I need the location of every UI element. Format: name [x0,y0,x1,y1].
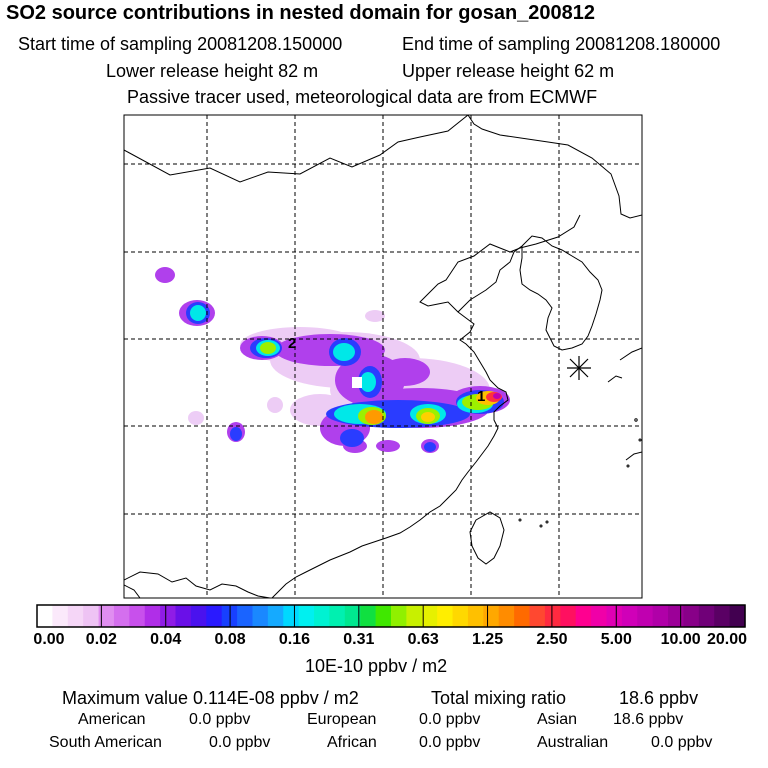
colorbar-cell [637,605,654,627]
region-name-european: European [307,711,377,728]
colorbar-cell [391,605,407,627]
colorbar-unit: 10E-10 ppbv / m2 [305,656,448,676]
colorbar-cell [591,605,608,627]
end-time-label: End time of sampling 20081208.180000 [402,34,721,54]
colorbar-cell [498,605,515,627]
region-value-european: 0.0 ppbv [419,711,481,728]
colorbar-frame [36,604,746,628]
colorbar-cell [83,605,100,627]
source-marker-1: 1 [477,388,485,405]
colorbar-cell [467,605,484,627]
plume-gap [352,377,362,388]
colorbar-cell [160,605,177,627]
colorbar-cell [698,605,715,627]
region-value-asian: 18.6 ppbv [613,711,684,728]
colorbar-cell [575,605,592,627]
colorbar-cell [514,605,531,627]
colorbar-cell [606,605,623,627]
colorbar-cell [67,605,84,627]
colorbar-cell [668,605,685,627]
colorbar-cell [52,605,69,627]
colorbar-cell [344,605,361,627]
region-value-african: 0.0 ppbv [419,734,481,751]
colorbar-cell [729,605,746,627]
colorbar-cell [437,605,454,627]
colorbar-cell [375,605,392,627]
colorbar-tick-label: 0.31 [343,631,375,648]
total-mixing-value: 18.6 ppbv [619,688,699,708]
max-value-label: Maximum value 0.114E-08 ppbv / m2 [62,688,359,708]
map-title: SO2 source contributions in nested domai… [6,2,596,24]
map-frame [123,114,643,599]
coastlines [124,115,642,598]
colorbar-cell [267,605,284,627]
colorbar-cell [98,605,115,627]
colorbar-cell [298,605,315,627]
colorbar-tick-label: 0.02 [85,631,117,648]
region-name-south-american: South American [49,734,162,751]
colorbar-tick-label: 2.50 [536,631,568,648]
colorbar-cell [129,605,146,627]
colorbar-cell [529,605,546,627]
colorbar-tick-label: 5.00 [600,631,632,648]
colorbar-cell [190,605,207,627]
colorbar-cell [329,605,346,627]
colorbar-cell [544,605,561,627]
colorbar-cell [683,605,700,627]
colorbar-tick-label: 0.04 [150,631,182,648]
colorbar-cell [714,605,731,627]
colorbar-cell [421,605,438,627]
colorbar-cell [252,605,269,627]
colorbar-tick-label: 0.16 [278,631,311,648]
colorbar-cell [113,605,130,627]
colorbar-tick-label: 0.63 [407,631,439,648]
colorbar-cell [175,605,192,627]
colorbar-cell [652,605,669,627]
region-name-australian: Australian [537,734,609,751]
region-value-south-american: 0.0 ppbv [209,734,271,751]
colorbar-cell [237,605,254,627]
colorbar-cell [314,605,331,627]
source-marker-2: 2 [288,335,296,352]
start-time-label: Start time of sampling 20081208.150000 [18,34,343,54]
plume-core [365,391,502,424]
colorbar-tick-label: 10.00 [660,631,701,648]
colorbar-cell [360,605,377,627]
upper-release-height-label: Upper release height 62 m [402,61,615,81]
receptor-star-icon [567,356,591,380]
colorbar-tick-label: 20.00 [706,631,748,648]
colorbar-cell [621,605,638,627]
region-name-american: American [78,711,146,728]
region-name-african: African [327,734,377,751]
colorbar-cell [144,605,161,627]
colorbar-cell [483,605,500,627]
region-name-asian: Asian [537,711,578,728]
colorbar-cell [283,605,300,627]
colorbar-cell [206,605,223,627]
colorbar-cell [406,605,423,627]
colorbar-cell [560,605,577,627]
region-value-american: 0.0 ppbv [189,711,251,728]
colorbar-tick-label: 1.25 [471,631,504,648]
lower-release-height-label: Lower release height 82 m [106,61,319,81]
gridlines [124,115,642,598]
colorbar-tick-label: 0.00 [33,631,65,648]
colorbar-cell [452,605,469,627]
colorbar-tick-label: 0.08 [214,631,246,648]
region-value-australian: 0.0 ppbv [651,734,713,751]
colorbar-cell [37,605,53,627]
total-mixing-label: Total mixing ratio [431,688,567,708]
tracer-note: Passive tracer used, meteorological data… [127,87,598,107]
